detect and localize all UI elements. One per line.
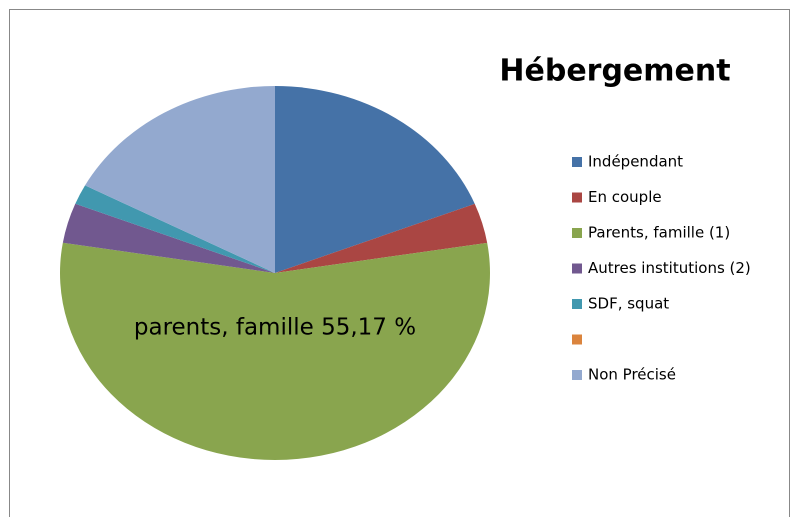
legend-label: En couple <box>588 188 662 206</box>
annotation: parents, famille 55,17 % <box>134 315 416 341</box>
legend-swatch <box>572 370 582 380</box>
pie-slice <box>275 86 475 273</box>
legend-label: Indépendant <box>588 153 683 171</box>
legend-label: SDF, squat <box>588 295 669 313</box>
legend-label: Autres institutions (2) <box>588 259 751 277</box>
pie-slice <box>85 86 275 273</box>
legend-swatch <box>572 334 582 345</box>
legend-swatch <box>572 263 582 274</box>
legend-swatch <box>572 192 582 203</box>
pie-slice <box>275 203 488 273</box>
legend-swatch <box>572 228 582 238</box>
pie-slice <box>62 203 276 273</box>
legend-swatch <box>572 157 582 167</box>
legend-label: Parents, famille (1) <box>588 224 730 242</box>
pie-slice <box>59 242 491 461</box>
legend-swatch <box>572 299 582 309</box>
legend-label: Non Précisé <box>588 366 676 384</box>
chart-title: Hébergement <box>499 54 730 89</box>
pie-slice <box>75 185 275 273</box>
